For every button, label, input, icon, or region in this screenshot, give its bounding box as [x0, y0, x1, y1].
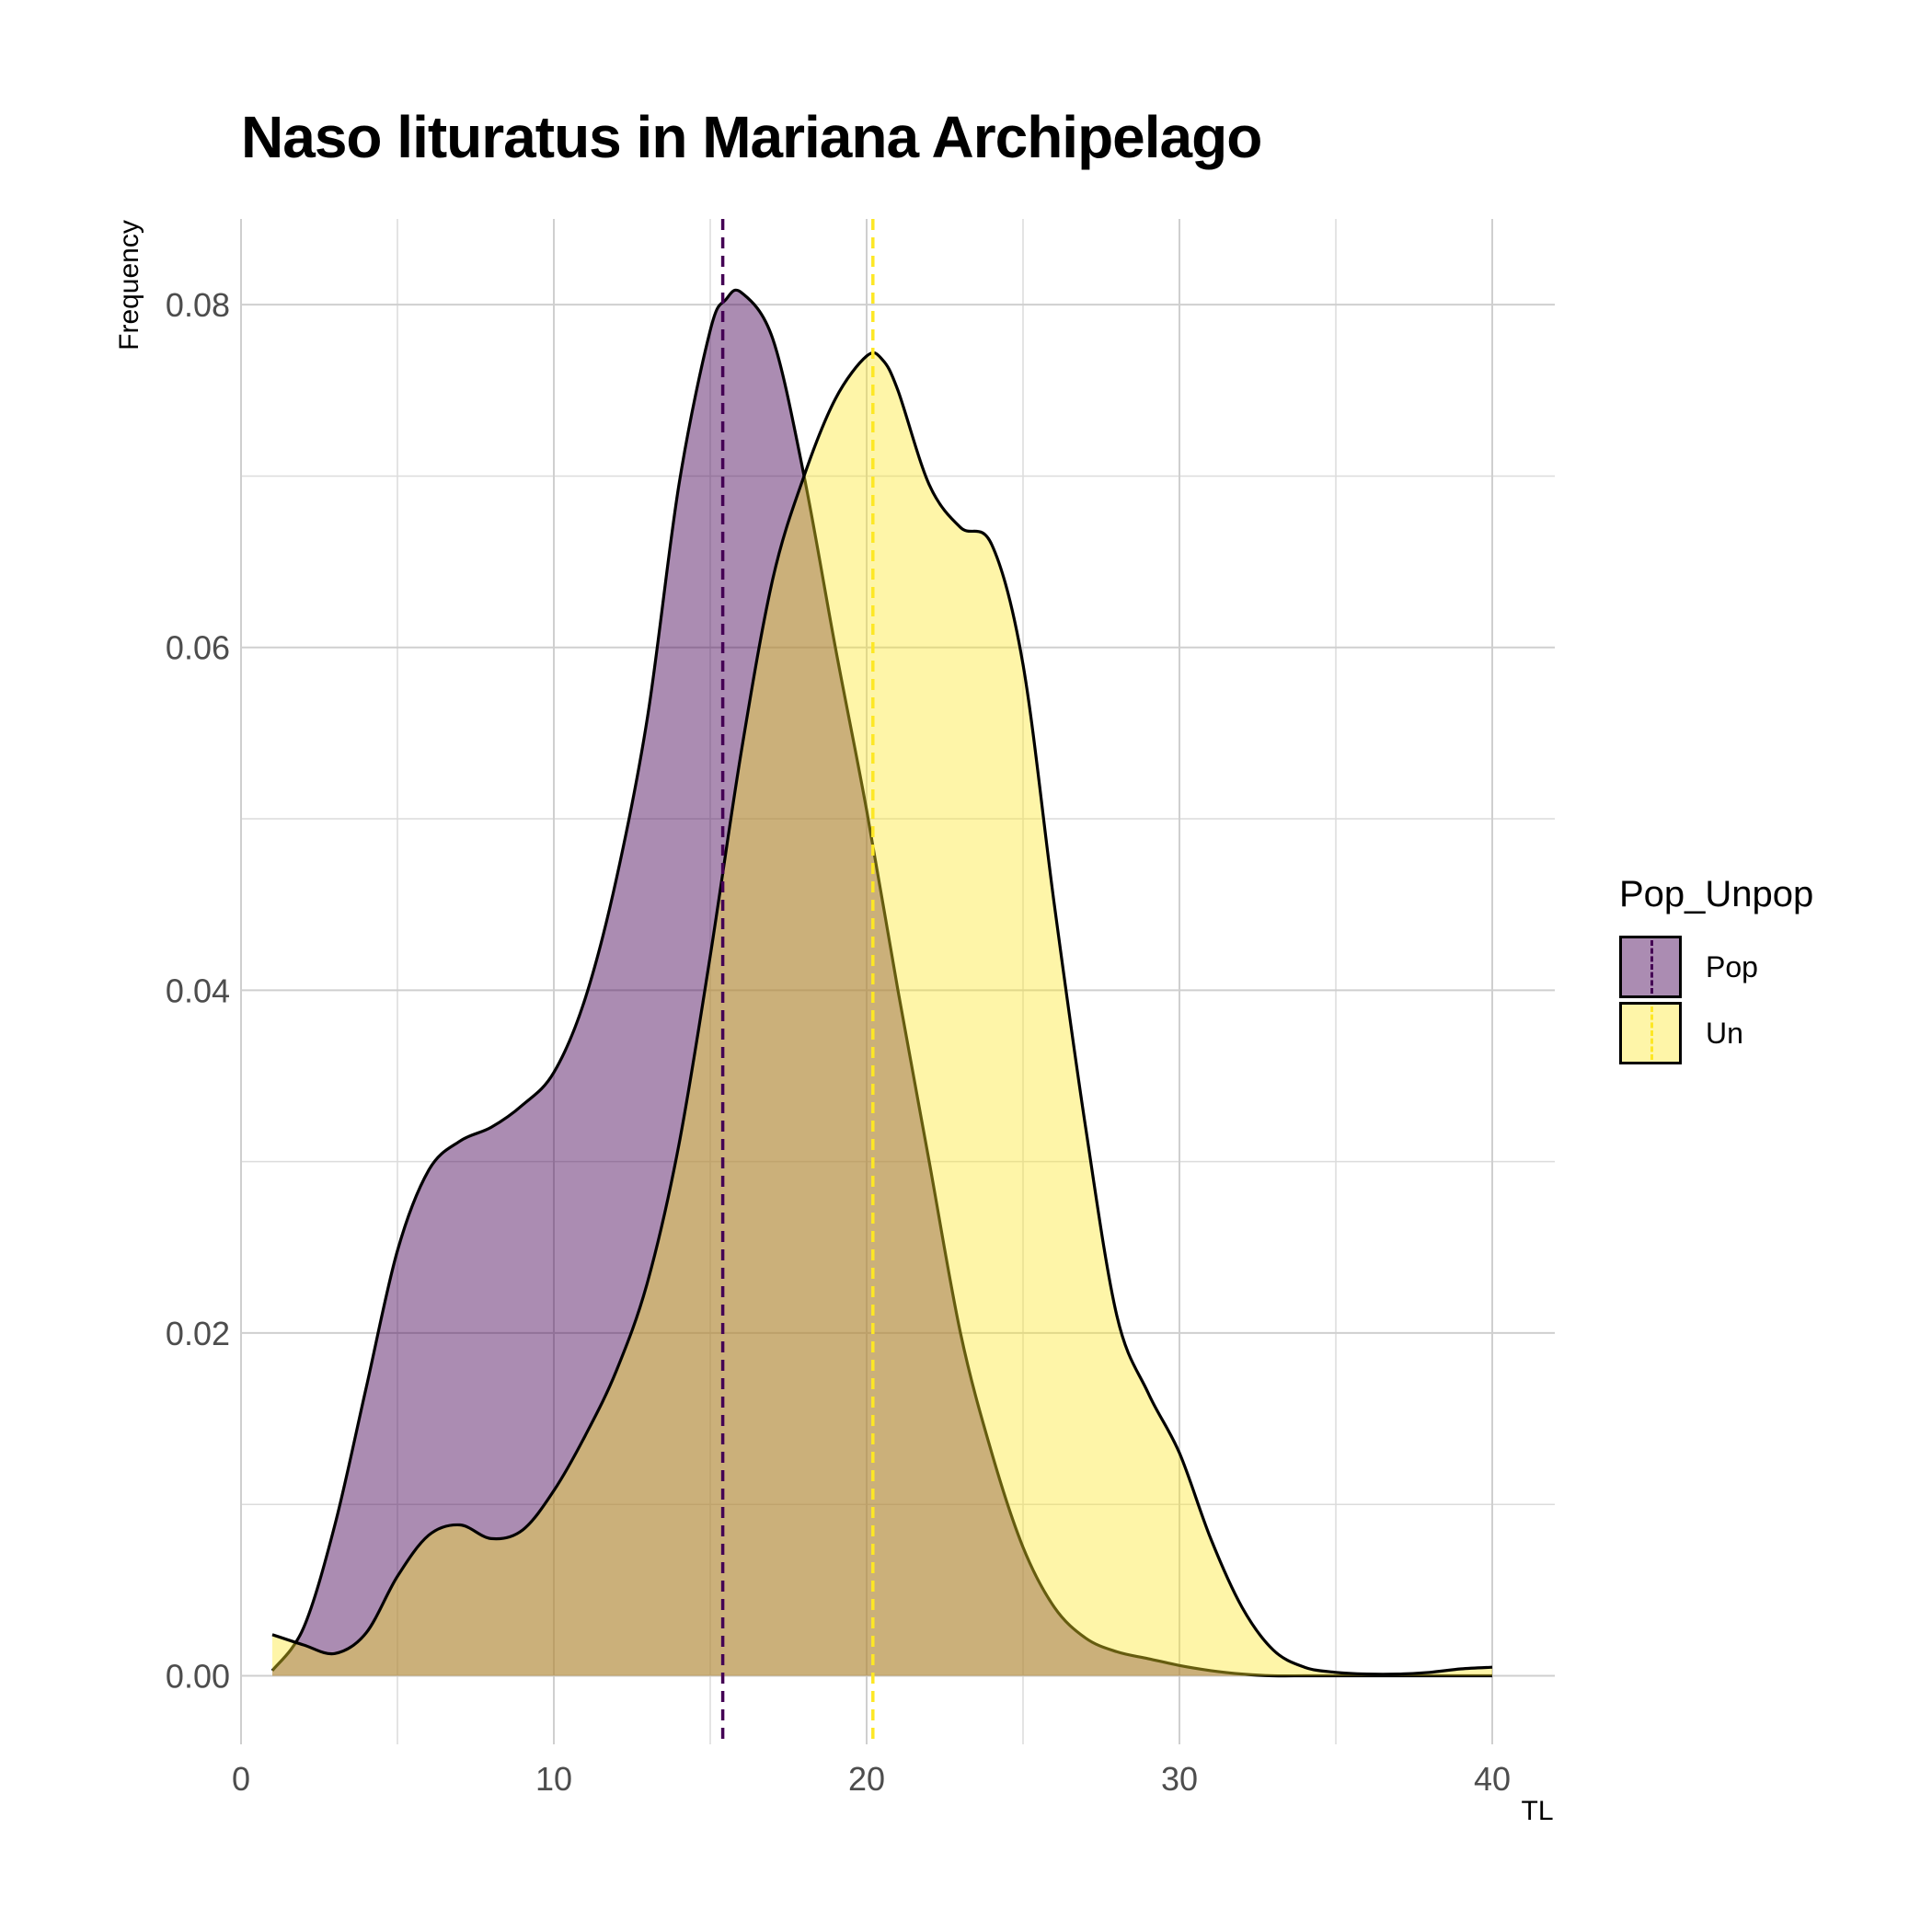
x-axis-ticks: 0 10 20 30 40	[232, 1760, 1511, 1798]
density-outline-un	[271, 351, 1493, 1676]
x-axis-label: TL	[1521, 1796, 1554, 1826]
x-tick-label: 0	[232, 1760, 250, 1798]
legend-label-un: Un	[1706, 1016, 1743, 1050]
density-outline-pop	[270, 288, 1492, 1678]
y-tick-label: 0.02	[166, 1315, 230, 1352]
y-axis-label: Frequency	[114, 220, 144, 351]
x-tick-label: 40	[1474, 1760, 1511, 1798]
x-tick-label: 10	[535, 1760, 572, 1798]
chart-title: Naso lituratus in Mariana Archipelago	[241, 104, 1262, 170]
legend-item-un: Un	[1619, 1000, 1813, 1066]
legend-title: Pop_Unpop	[1619, 874, 1814, 914]
mean-lines	[720, 219, 875, 1744]
x-tick-label: 20	[848, 1760, 885, 1798]
density-fill-un	[272, 352, 1492, 1676]
legend-item-pop: Pop	[1619, 934, 1813, 1000]
y-tick-label: 0.04	[166, 972, 230, 1009]
legend-label-pop: Pop	[1706, 949, 1758, 983]
x-tick-label: 30	[1161, 1760, 1198, 1798]
density-areas	[270, 288, 1493, 1678]
y-tick-label: 0.00	[166, 1657, 230, 1695]
legend-key-pop	[1619, 936, 1682, 998]
legend-key-un	[1619, 1002, 1682, 1064]
density-fill-pop	[272, 290, 1492, 1676]
minor-gridlines	[241, 219, 1555, 1744]
y-tick-label: 0.08	[166, 286, 230, 324]
legend: Pop_Unpop Pop Un	[1619, 874, 1813, 1066]
y-axis-ticks: 0.00 0.02 0.04 0.06 0.08	[166, 286, 230, 1695]
y-tick-label: 0.06	[166, 629, 230, 667]
